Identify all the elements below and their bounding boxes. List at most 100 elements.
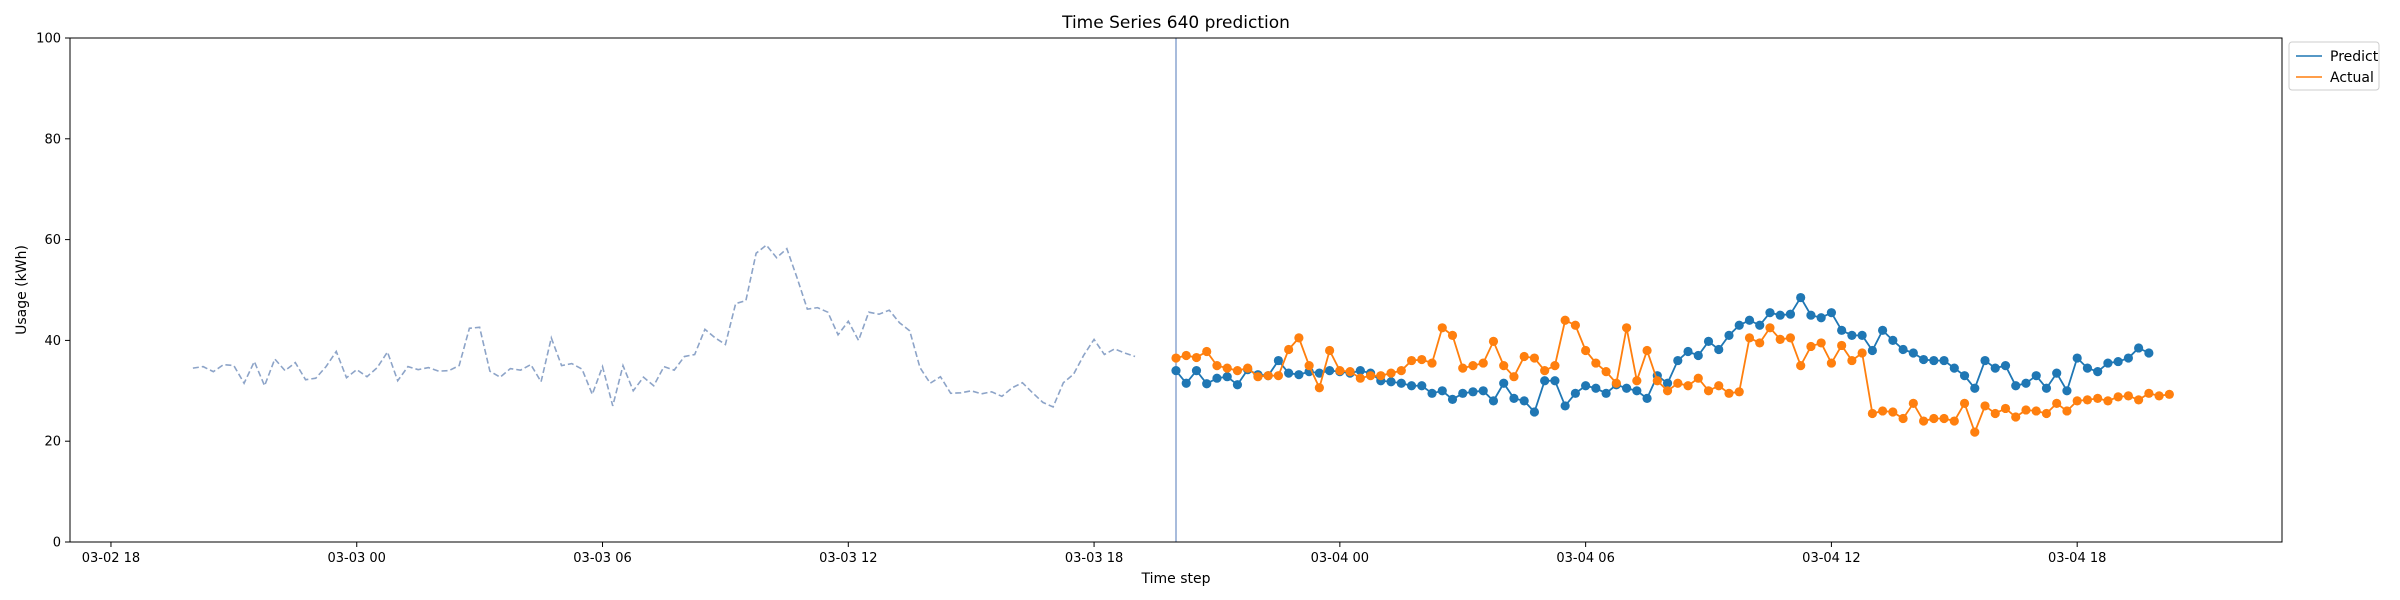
data-point-predict: [2113, 356, 2123, 367]
data-point-predict: [1929, 355, 1939, 366]
data-point-predict: [1673, 355, 1683, 366]
data-point-predict: [1734, 320, 1744, 330]
data-point-actual: [1785, 333, 1796, 343]
data-point-actual: [1591, 358, 1601, 368]
data-point-actual: [1427, 358, 1437, 368]
data-point-predict: [2103, 358, 2113, 368]
x-tick-label: 03-03 06: [573, 551, 631, 566]
data-point-actual: [1714, 381, 1724, 391]
data-point-predict: [1591, 383, 1601, 393]
data-point-predict: [1191, 366, 1202, 376]
data-point-actual: [1929, 413, 1939, 424]
data-point-predict: [1898, 344, 1908, 355]
data-point-actual: [2093, 393, 2103, 403]
data-point-actual: [1529, 353, 1540, 363]
data-point-actual: [1325, 345, 1335, 356]
data-point-predict: [1980, 355, 1990, 366]
data-point-predict: [1478, 386, 1488, 396]
data-point-actual: [1509, 372, 1519, 382]
data-point-actual: [2072, 396, 2082, 406]
data-point-actual: [1662, 386, 1673, 396]
data-point-actual: [2113, 392, 2123, 402]
data-point-predict: [2082, 363, 2093, 373]
data-point-actual: [2123, 391, 2133, 401]
data-point-actual: [1755, 338, 1765, 348]
data-point-actual: [2154, 391, 2164, 401]
data-point-actual: [1796, 361, 1806, 371]
history-line: [192, 244, 1136, 408]
data-point-actual: [2144, 388, 2154, 398]
y-tick-label: 0: [53, 536, 61, 551]
data-point-actual: [1693, 373, 1703, 383]
data-point-predict: [1437, 386, 1447, 396]
data-point-actual: [1376, 371, 1386, 381]
data-point-actual: [2021, 405, 2031, 415]
data-point-predict: [1867, 345, 1877, 356]
data-point-actual: [2164, 389, 2174, 399]
y-axis-label: Usage (kWh): [14, 245, 30, 335]
legend-label-predict: Predict: [2330, 49, 2379, 65]
data-point-predict: [1939, 355, 1949, 366]
data-point-predict: [1406, 381, 1417, 391]
data-point-actual: [1847, 355, 1857, 366]
data-point-actual: [1980, 401, 1990, 411]
data-point-actual: [1970, 427, 1980, 437]
data-point-actual: [1365, 371, 1376, 381]
data-point-predict: [1970, 383, 1980, 393]
data-point-predict: [1284, 368, 1294, 378]
x-tick-label: 03-04 12: [1802, 551, 1860, 566]
data-point-predict: [1662, 378, 1673, 388]
data-point-actual: [1273, 371, 1284, 381]
y-tick-label: 20: [44, 435, 61, 450]
data-point-predict: [1386, 377, 1396, 387]
data-point-predict: [1693, 350, 1703, 361]
data-point-predict: [1775, 310, 1785, 320]
data-point-actual: [1171, 353, 1181, 363]
data-point-predict: [1222, 372, 1232, 382]
data-point-predict: [1714, 344, 1724, 355]
data-point-predict: [1355, 366, 1365, 376]
data-point-actual: [1181, 350, 1191, 361]
data-point-predict: [1519, 396, 1529, 406]
data-point-predict: [1509, 393, 1519, 403]
data-point-actual: [1949, 416, 1959, 426]
data-point-actual: [1519, 351, 1529, 362]
data-point-actual: [1806, 341, 1816, 352]
data-point-actual: [1335, 366, 1345, 376]
series-layer: [192, 38, 2174, 542]
data-point-actual: [2011, 412, 2021, 422]
data-point-predict: [1826, 308, 1837, 318]
data-point-actual: [1468, 361, 1478, 371]
data-point-predict: [1202, 379, 1212, 389]
legend-label-actual: Actual: [2330, 70, 2374, 86]
data-point-predict: [1396, 378, 1406, 388]
x-tick-label: 03-04 00: [1311, 551, 1369, 566]
data-point-predict: [1949, 363, 1959, 373]
data-point-actual: [1458, 363, 1468, 373]
data-point-actual: [1191, 352, 1202, 363]
data-point-actual: [1499, 361, 1509, 371]
data-point-actual: [1581, 345, 1591, 356]
data-point-actual: [2041, 408, 2052, 419]
data-point-predict: [1447, 394, 1458, 404]
data-point-predict: [2052, 368, 2062, 378]
y-tick-label: 40: [44, 334, 61, 349]
plot-frame: [69, 37, 2283, 543]
data-point-actual: [1837, 340, 1847, 351]
data-point-actual: [1222, 363, 1232, 373]
data-point-actual: [1284, 344, 1294, 355]
data-point-predict: [1325, 366, 1335, 376]
series-actual: [1171, 315, 2174, 437]
data-point-predict: [1918, 354, 1929, 365]
data-point-predict: [2123, 353, 2133, 363]
data-point-actual: [1294, 333, 1304, 343]
data-point-actual: [1243, 363, 1253, 373]
data-point-actual: [1867, 408, 1877, 419]
data-point-predict: [1468, 387, 1478, 397]
data-point-predict: [1621, 383, 1632, 393]
data-point-predict: [1529, 407, 1540, 417]
data-point-predict: [1581, 381, 1591, 391]
data-point-predict: [1181, 378, 1191, 388]
data-point-predict: [1857, 330, 1867, 340]
data-point-predict: [2062, 386, 2072, 396]
